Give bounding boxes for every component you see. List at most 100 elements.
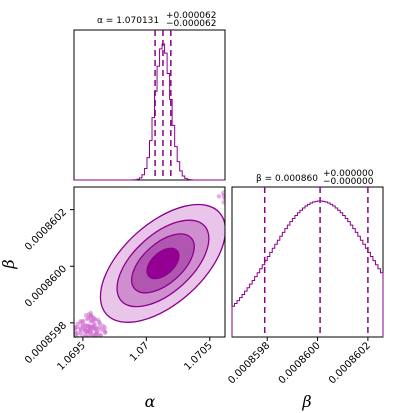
joint-sample-point — [247, 200, 251, 204]
alpha-histogram — [74, 43, 225, 181]
beta-x-ticks: 0.0008598 0.0008600 0.0008602 — [226, 337, 373, 386]
joint-sample-point — [227, 202, 231, 206]
joint-sample-point — [233, 208, 237, 212]
joint-sample-point — [97, 324, 102, 330]
joint-sample-point — [252, 188, 256, 192]
alpha-title: α = 1.070131 — [97, 16, 159, 26]
joint-sample-point — [249, 179, 253, 183]
joint-sample-point — [232, 186, 236, 190]
joint-sample-point — [254, 193, 258, 197]
joint-sample-point — [231, 182, 235, 186]
contour-core — [146, 247, 180, 280]
joint-sample-point — [238, 186, 242, 190]
joint-sample-point — [244, 177, 248, 181]
joint-sample-point — [81, 338, 85, 342]
joint-sample-point — [243, 178, 247, 182]
joint-sample-point — [233, 181, 237, 185]
joint-sample-point — [240, 206, 244, 210]
joint-sample-point — [256, 188, 260, 192]
joint-sample-point — [230, 191, 234, 195]
joint-sample-point — [67, 331, 71, 335]
joint-sample-point — [245, 183, 249, 187]
joint-panel: 1.0695 1.07 1.0705 0.00085980.00086000.000… — [0, 171, 261, 411]
joint-sample-point — [239, 192, 243, 196]
joint-sample-point — [74, 332, 78, 337]
joint-sample-point — [88, 319, 93, 324]
joint-sample-point — [74, 325, 78, 330]
beta-x-tick-label: 0.0008602 — [327, 340, 373, 386]
joint-sample-point — [240, 191, 244, 195]
joint-sample-point — [98, 332, 103, 337]
joint-sample-point — [226, 199, 230, 203]
joint-sample-point — [226, 191, 230, 195]
alpha-quantile-lines — [154, 30, 172, 180]
beta-title: β = 0.000860 — [256, 174, 318, 184]
beta-x-tick-label: 0.0008598 — [226, 340, 272, 386]
joint-sample-point — [68, 336, 72, 340]
joint-sample-point — [257, 188, 261, 192]
joint-sample-point — [88, 315, 93, 320]
joint-x-ticks: 1.0695 1.07 1.0705 — [55, 337, 215, 373]
joint-sample-point — [225, 200, 229, 204]
joint-sample-point — [247, 195, 251, 199]
joint-sample-point — [87, 324, 92, 330]
joint-sample-point — [67, 332, 71, 336]
joint-sample-point — [237, 182, 241, 186]
alpha-marginal-frame — [73, 29, 226, 181]
joint-sample-point — [227, 200, 231, 204]
joint-sample-point — [91, 327, 96, 332]
joint-sample-point — [249, 180, 253, 184]
joint-sample-point — [239, 187, 243, 191]
joint-sample-point — [216, 194, 222, 199]
joint-sample-point — [240, 182, 244, 186]
joint-sample-point — [235, 182, 239, 186]
joint-sample-point — [241, 200, 245, 204]
joint-sample-point — [238, 203, 242, 207]
joint-sample-point — [235, 177, 239, 181]
joint-sample-point — [78, 321, 84, 326]
alpha-title-main: α = 1.070131 — [97, 16, 159, 26]
joint-sample-point — [78, 326, 83, 331]
joint-sample-point — [97, 321, 103, 326]
joint-sample-point — [231, 184, 235, 188]
beta-axis-label-y: β — [0, 259, 18, 269]
joint-sample-point — [221, 200, 225, 205]
beta-marginal-panel: 0.0008598 0.0008600 0.0008602 β = 0.000860… — [226, 169, 384, 411]
joint-sample-point — [234, 178, 238, 182]
joint-sample-point — [251, 188, 255, 192]
joint-sample-point — [245, 195, 249, 199]
joint-sample-point — [228, 196, 232, 200]
joint-sample-point — [248, 179, 252, 183]
alpha-title-sup: +0.000062 — [166, 11, 216, 21]
joint-sample-point — [82, 327, 88, 332]
joint-sample-point — [225, 187, 229, 191]
joint-sample-point — [78, 329, 83, 334]
joint-sample-point — [227, 196, 231, 200]
joint-sample-point — [250, 197, 254, 201]
joint-sample-point — [232, 188, 236, 192]
alpha-histogram-group — [74, 43, 225, 181]
joint-sample-point — [241, 177, 245, 181]
joint-sample-point — [238, 194, 242, 198]
joint-sample-point — [238, 200, 242, 204]
alpha-title-sub: −0.000062 — [166, 19, 216, 29]
joint-sample-point — [238, 177, 242, 181]
joint-sample-point — [242, 171, 246, 175]
joint-sample-point — [100, 323, 106, 329]
joint-sample-point — [249, 188, 253, 192]
alpha-marginal-panel: α = 1.070131 +0.000062 −0.000062 — [73, 11, 226, 181]
joint-sample-point — [250, 194, 254, 198]
joint-contours — [99, 203, 225, 323]
joint-sample-point — [83, 313, 89, 318]
joint-sample-point — [233, 187, 237, 191]
beta-title-sup: +0.000000 — [323, 169, 374, 179]
beta-marginal-frame — [231, 186, 384, 338]
joint-sample-point — [88, 331, 94, 336]
joint-sample-point — [82, 322, 88, 327]
joint-sample-point — [223, 193, 225, 198]
joint-sample-point — [95, 330, 100, 335]
joint-sample-point — [241, 172, 245, 176]
beta-x-tick-label: 0.0008600 — [277, 340, 323, 386]
beta-histogram-group — [231, 200, 384, 337]
